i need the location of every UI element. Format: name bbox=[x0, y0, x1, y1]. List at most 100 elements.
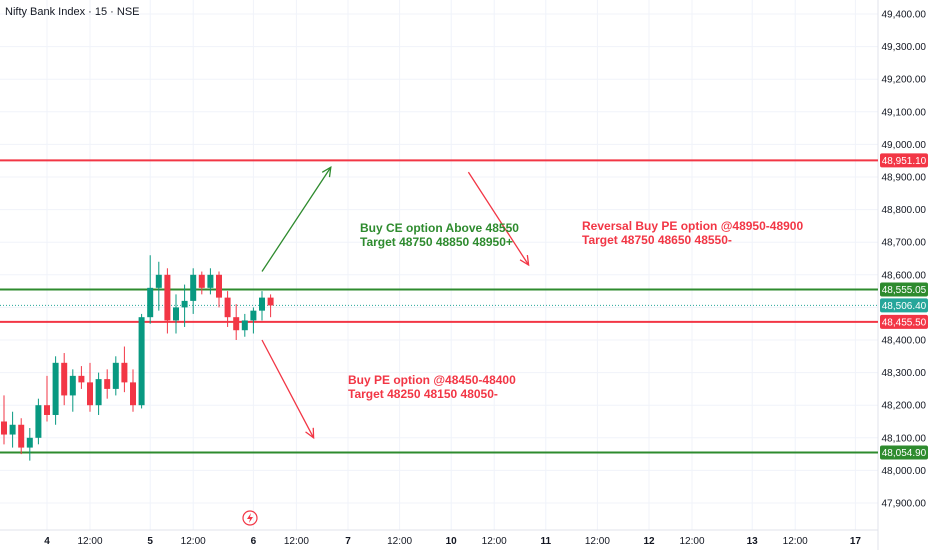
candle-body bbox=[259, 297, 265, 311]
candle bbox=[130, 369, 136, 412]
candle-body bbox=[104, 379, 111, 389]
candle bbox=[233, 304, 240, 340]
candle bbox=[69, 369, 76, 412]
x-tick-label: 5 bbox=[147, 536, 153, 547]
price-tag-label: 48,506.40 bbox=[882, 301, 927, 312]
candle bbox=[216, 271, 222, 308]
x-tick-label: 7 bbox=[345, 536, 351, 547]
candle-body bbox=[267, 297, 274, 306]
y-tick-label: 49,000.00 bbox=[882, 140, 927, 151]
candle bbox=[44, 375, 50, 422]
candles bbox=[1, 255, 274, 461]
candle-body bbox=[52, 362, 59, 415]
price-tag-bg bbox=[880, 298, 928, 313]
candle-body bbox=[190, 274, 197, 301]
annotation-line: Reversal Buy PE option @48950-48900 bbox=[582, 219, 803, 233]
tag-level-48455: 48,455.50 bbox=[880, 314, 928, 329]
horizontal-levels[interactable] bbox=[0, 159, 878, 454]
up-arrow[interactable] bbox=[261, 165, 332, 272]
x-tick-label: 12:00 bbox=[181, 536, 206, 547]
candle bbox=[207, 268, 214, 295]
candle-body bbox=[147, 287, 154, 318]
candle bbox=[147, 255, 154, 324]
candle bbox=[173, 294, 179, 334]
price-tags: 48,951.10 48,555.05 48,455.50 48,054.90 48,5… bbox=[880, 153, 928, 460]
candle bbox=[138, 313, 145, 409]
x-tick-label: 11 bbox=[541, 536, 552, 547]
buy-ce-annotation[interactable]: Buy CE option Above 48550 Target 48750 48… bbox=[360, 221, 519, 249]
x-tick-label: 13 bbox=[747, 536, 759, 547]
y-tick-label: 48,000.00 bbox=[882, 466, 927, 477]
x-tick-label: 12:00 bbox=[482, 536, 507, 547]
price-tag-bg bbox=[880, 282, 928, 297]
arrow-shaft bbox=[261, 339, 315, 439]
chart-title: Nifty Bank Index · 15 · NSE bbox=[5, 6, 140, 18]
candle bbox=[87, 362, 93, 412]
annotation-line: Buy PE option @48450-48400 bbox=[348, 373, 516, 387]
price-tag-bg bbox=[880, 153, 928, 168]
y-tick-label: 49,400.00 bbox=[882, 10, 927, 21]
candle bbox=[267, 294, 274, 318]
arrow-shaft bbox=[467, 171, 530, 266]
candle-body bbox=[61, 362, 68, 396]
price-tag-label: 48,951.10 bbox=[882, 156, 927, 167]
candle bbox=[250, 307, 257, 334]
arrow-shaft bbox=[261, 166, 332, 272]
y-tick-label: 47,900.00 bbox=[882, 499, 927, 510]
tag-current-price: 48,506.40 bbox=[880, 298, 928, 313]
candle bbox=[9, 411, 16, 448]
x-tick-label: 12:00 bbox=[585, 536, 610, 547]
price-axis[interactable]: 49,400.00 49,300.00 49,200.00 49,100.00 49,0… bbox=[882, 10, 927, 510]
y-tick-label: 49,200.00 bbox=[882, 75, 927, 86]
candle bbox=[1, 395, 7, 445]
candle bbox=[164, 268, 171, 334]
candle-body bbox=[233, 317, 240, 331]
price-tag-bg bbox=[880, 445, 928, 460]
candle bbox=[18, 418, 25, 455]
x-tick-label: 12 bbox=[643, 536, 655, 547]
candle-body bbox=[95, 379, 102, 406]
y-tick-label: 48,300.00 bbox=[882, 368, 927, 379]
tag-level-48054: 48,054.90 bbox=[880, 445, 928, 460]
x-tick-label: 4 bbox=[44, 536, 50, 547]
annotation-line: Target 48250 48150 48050- bbox=[348, 387, 498, 401]
candle bbox=[198, 271, 205, 295]
x-tick-label: 12:00 bbox=[783, 536, 808, 547]
tag-level-48555: 48,555.05 bbox=[880, 282, 928, 297]
candle bbox=[104, 369, 111, 399]
annotation-line: Target 48750 48850 48950+ bbox=[360, 235, 513, 249]
candle-body bbox=[18, 424, 25, 448]
candle bbox=[224, 291, 231, 327]
x-tick-label: 12:00 bbox=[77, 536, 102, 547]
candle-body bbox=[1, 421, 7, 435]
reversal-pe-annotation[interactable]: Reversal Buy PE option @48950-48900 Targe… bbox=[582, 219, 803, 247]
price-tag-bg bbox=[880, 314, 928, 329]
x-tick-label: 17 bbox=[850, 536, 862, 547]
x-tick-label: 12:00 bbox=[387, 536, 412, 547]
buy-pe-annotation[interactable]: Buy PE option @48450-48400 Target 48250 4… bbox=[348, 373, 516, 401]
candle bbox=[78, 366, 85, 389]
y-tick-label: 49,100.00 bbox=[882, 107, 927, 118]
candle-body bbox=[26, 437, 33, 448]
time-axis[interactable]: 4 12:00 5 12:00 6 12:00 7 12:00 10 12:00 11 12:00 12… bbox=[44, 536, 861, 547]
candle-body bbox=[78, 375, 85, 383]
y-tick-label: 48,200.00 bbox=[882, 401, 927, 412]
x-tick-label: 6 bbox=[251, 536, 257, 547]
candle-body bbox=[224, 297, 231, 318]
replay-icon[interactable] bbox=[242, 510, 258, 526]
candle-body bbox=[130, 382, 136, 406]
annotations[interactable]: Buy CE option Above 48550 Target 48750 48… bbox=[348, 219, 803, 401]
candle bbox=[155, 261, 162, 311]
arrow-head bbox=[305, 427, 315, 440]
candle-body bbox=[9, 424, 16, 435]
y-tick-label: 48,700.00 bbox=[882, 238, 927, 249]
candle bbox=[259, 291, 265, 321]
down-arrow-upper[interactable] bbox=[467, 171, 530, 267]
down-arrow-lower[interactable] bbox=[261, 339, 315, 440]
candle-body bbox=[69, 375, 76, 396]
candle bbox=[52, 356, 59, 425]
trend-arrows[interactable] bbox=[261, 165, 530, 440]
tag-level-48951: 48,951.10 bbox=[880, 153, 928, 168]
candle bbox=[26, 428, 33, 461]
